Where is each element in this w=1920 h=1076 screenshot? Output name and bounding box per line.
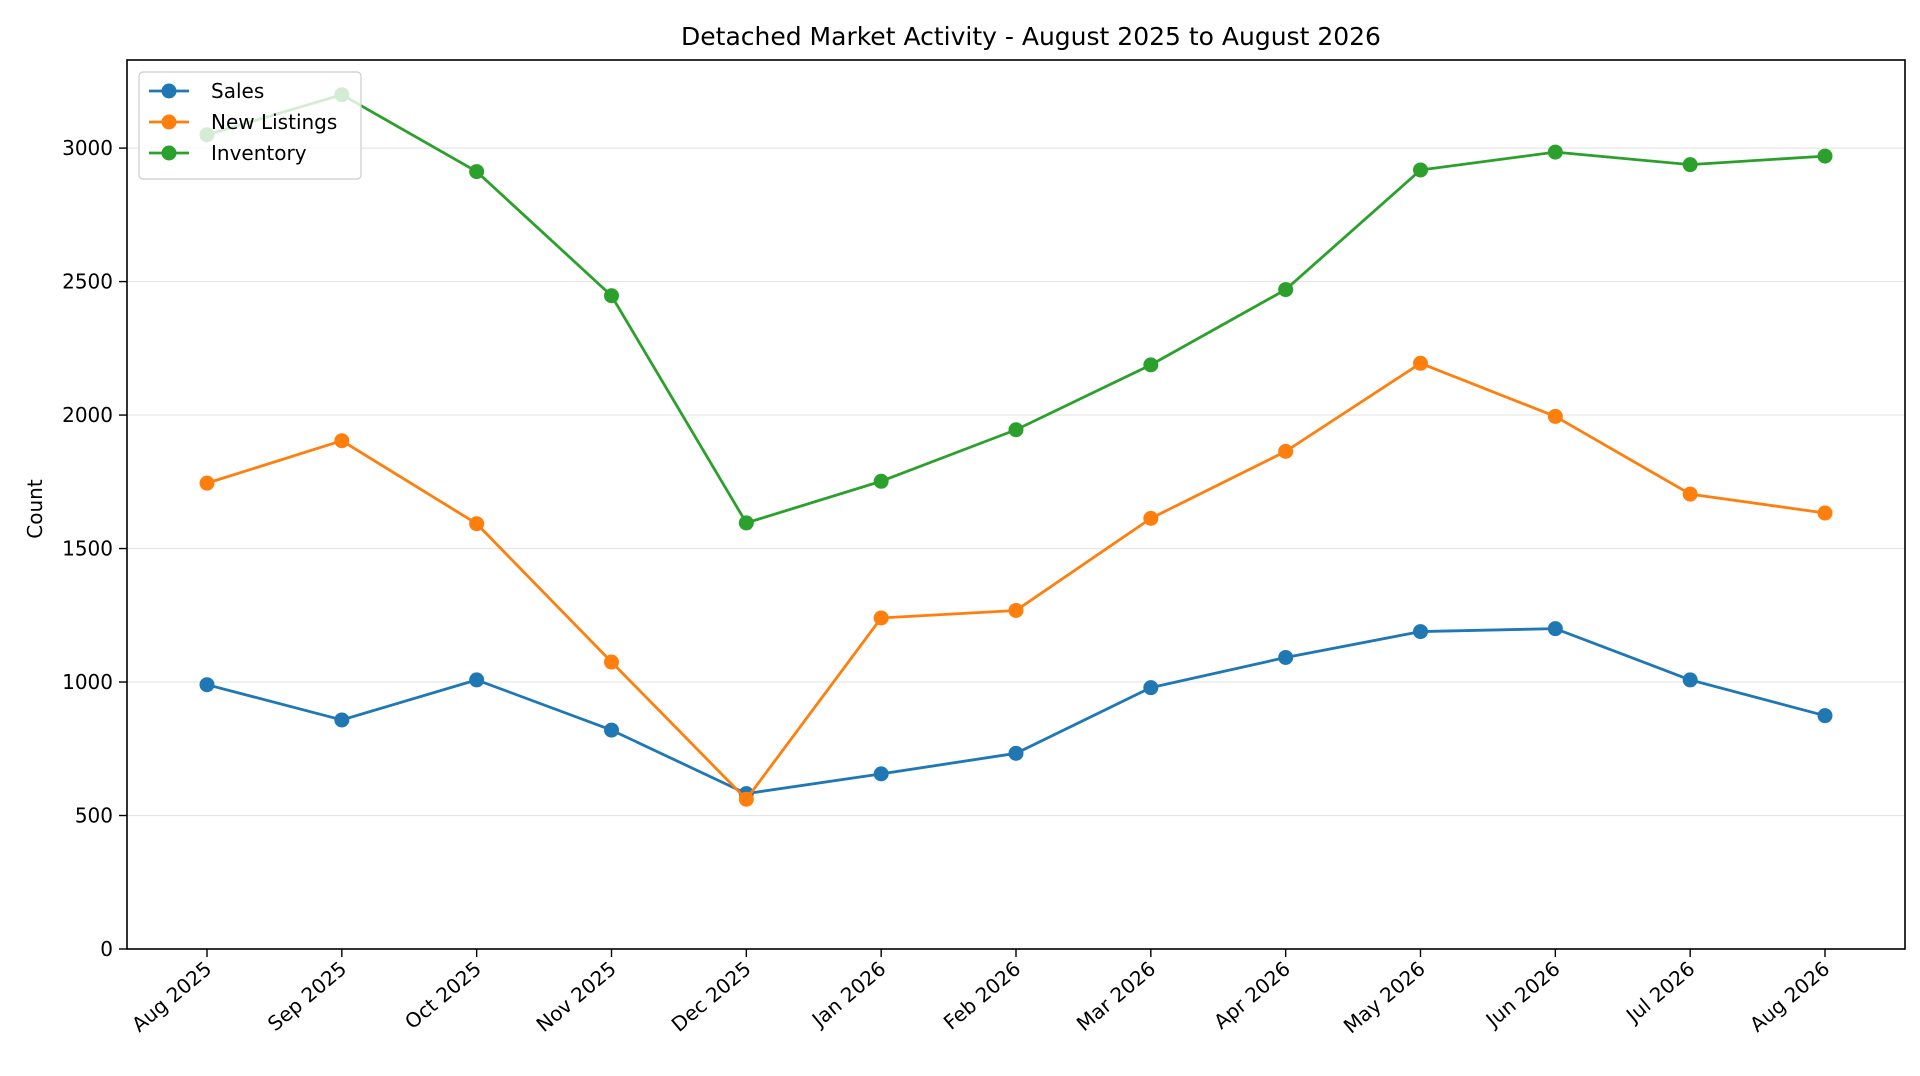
data-point (738, 791, 754, 807)
data-point (199, 475, 215, 491)
legend-label: Sales (211, 79, 264, 103)
legend-item: Inventory (149, 141, 307, 165)
legend-item: Sales (149, 79, 264, 103)
data-point (199, 677, 215, 693)
data-point (738, 515, 754, 531)
data-point (1547, 408, 1563, 424)
data-point (1143, 510, 1159, 526)
series-new-listings (199, 355, 1833, 807)
data-point (1547, 144, 1563, 160)
data-point (1413, 355, 1428, 371)
data-point (1682, 486, 1698, 502)
data-point (1547, 621, 1563, 637)
data-point (1278, 649, 1294, 665)
y-tick-label: 500 (75, 804, 113, 828)
y-tick-label: 1500 (62, 537, 113, 561)
data-point (1817, 148, 1833, 164)
legend-swatch-marker (161, 83, 177, 99)
data-point (1817, 505, 1833, 521)
legend-swatch-marker (161, 114, 177, 130)
data-point (1008, 745, 1024, 761)
data-point (1278, 443, 1294, 459)
data-point (1682, 157, 1698, 173)
y-tick-label: 3000 (62, 136, 113, 160)
data-point (1278, 282, 1294, 298)
y-tick-label: 2500 (62, 270, 113, 294)
data-point (334, 433, 350, 449)
data-point (1008, 422, 1024, 438)
legend-swatch-marker (161, 145, 177, 161)
data-point (1682, 672, 1698, 688)
data-point (334, 712, 350, 728)
y-tick-label: 1000 (62, 670, 113, 694)
data-point (1817, 708, 1833, 724)
data-point (469, 164, 485, 180)
data-point (1413, 624, 1428, 640)
data-point (604, 722, 619, 738)
data-point (873, 473, 889, 489)
legend-label: Inventory (211, 141, 307, 165)
y-tick-label: 0 (100, 937, 113, 961)
legend: Sales New Listings Inventory (138, 71, 362, 180)
y-axis-label: Count (23, 479, 47, 539)
data-point (604, 654, 619, 670)
data-point (873, 766, 889, 782)
legend-label: New Listings (211, 110, 337, 134)
data-point (873, 610, 889, 626)
data-point (1143, 680, 1159, 696)
series-sales (199, 621, 1833, 802)
data-point (1143, 357, 1159, 373)
data-point (604, 288, 619, 304)
data-point (1008, 602, 1024, 618)
data-point (1413, 162, 1428, 178)
chart-title: Detached Market Activity - August 2025 t… (681, 22, 1381, 51)
legend-item: New Listings (149, 110, 337, 134)
data-point (469, 516, 485, 532)
grid-lines (127, 147, 1905, 817)
legend-box (138, 71, 362, 180)
data-point (469, 672, 485, 688)
y-tick-label: 2000 (62, 403, 113, 427)
